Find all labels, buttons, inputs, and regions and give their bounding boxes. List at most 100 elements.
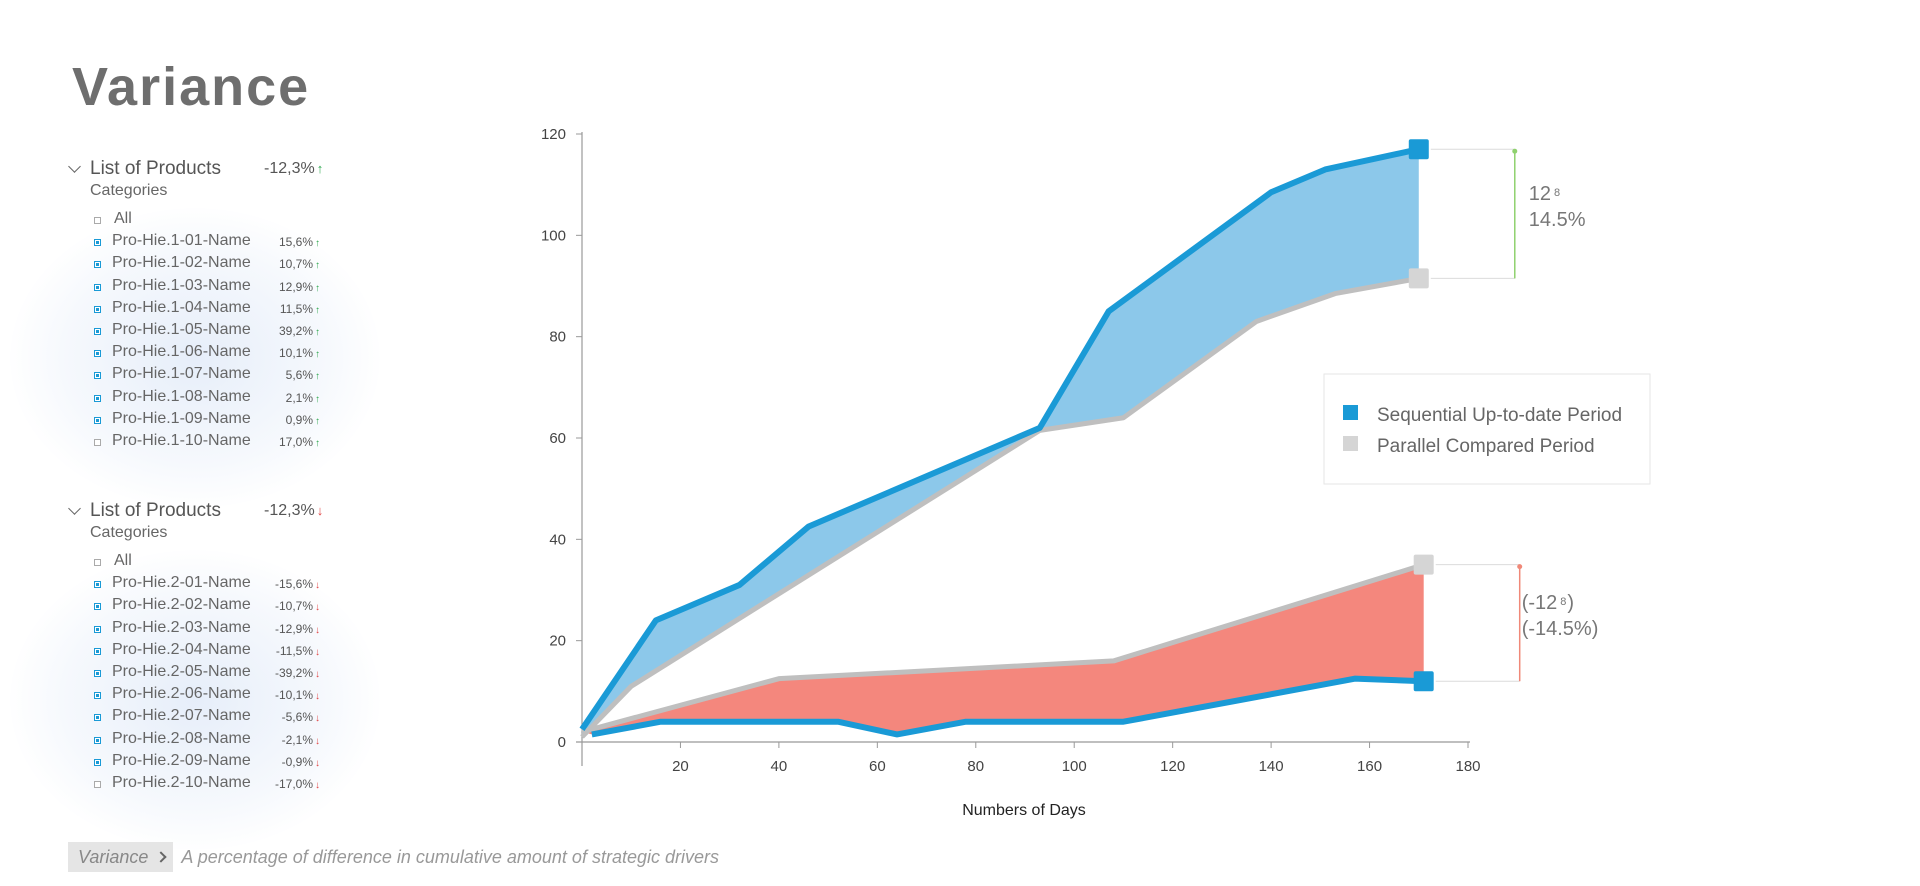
list-item[interactable]: Pro-Hie.1-06-Name 10,1% ↑ bbox=[70, 343, 360, 365]
end-marker-compared-lower bbox=[1413, 554, 1434, 575]
variance-tag[interactable]: Variance bbox=[68, 842, 174, 872]
list-item[interactable]: Pro-Hie.1-02-Name 10,7% ↑ bbox=[70, 254, 360, 276]
checkbox[interactable] bbox=[94, 780, 101, 788]
list-item-percent-value: 12,9% bbox=[278, 279, 313, 294]
list-item-label: Pro-Hie.1-09-Name bbox=[112, 409, 251, 427]
checkbox[interactable] bbox=[94, 305, 101, 313]
list-item-percent: 17,0% ↑ bbox=[279, 435, 320, 449]
list-item[interactable]: Pro-Hie.2-09-Name -0,9% ↓ bbox=[70, 752, 360, 774]
product-list-panel-negative: List of Products -12,3% ↓ Categories All P… bbox=[10, 500, 380, 850]
list-item-percent-value: -11,5% bbox=[275, 643, 313, 658]
list-item[interactable]: Pro-Hie.2-10-Name -17,0% ↓ bbox=[70, 774, 360, 796]
annotation-close: ) bbox=[1567, 592, 1574, 614]
chevron-down-icon[interactable] bbox=[68, 502, 81, 515]
checkbox[interactable] bbox=[94, 714, 101, 722]
list-item-percent-value: 15,6% bbox=[278, 235, 313, 250]
panel-glow bbox=[10, 208, 380, 508]
list-item[interactable]: Pro-Hie.1-01-Name 15,6% ↑ bbox=[70, 232, 360, 254]
list-item-percent-value: 2,1% bbox=[285, 390, 313, 405]
list-item[interactable]: Pro-Hie.1-10-Name 17,0% ↑ bbox=[70, 432, 360, 454]
list-item-percent: 15,6% ↑ bbox=[279, 235, 320, 249]
checkbox[interactable] bbox=[94, 239, 101, 247]
annotation-value: (-12 8) bbox=[1522, 592, 1574, 614]
list-item-label: Pro-Hie.2-09-Name bbox=[112, 751, 251, 769]
arrow-down-icon: ↓ bbox=[315, 757, 320, 769]
checkbox[interactable] bbox=[94, 217, 101, 224]
series-line-compared-upper bbox=[580, 275, 1420, 739]
checkbox[interactable] bbox=[94, 625, 101, 633]
checkbox[interactable] bbox=[94, 350, 101, 358]
list-item-percent: -17,0% ↓ bbox=[275, 777, 320, 791]
list-item[interactable]: Pro-Hie.1-05-Name 39,2% ↑ bbox=[70, 321, 360, 343]
checkbox[interactable] bbox=[94, 283, 101, 291]
y-tick-label: 100 bbox=[541, 227, 566, 244]
list-item-percent: -10,1% ↓ bbox=[275, 688, 320, 702]
checkbox[interactable] bbox=[94, 327, 101, 335]
list-item[interactable]: Pro-Hie.2-01-Name -15,6% ↓ bbox=[70, 574, 360, 596]
list-item[interactable]: Pro-Hie.1-08-Name 2,1% ↑ bbox=[70, 388, 360, 410]
list-item-percent: -10,7% ↓ bbox=[275, 599, 320, 613]
list-item-all[interactable]: All bbox=[70, 552, 360, 574]
list-item-percent-value: 39,2% bbox=[278, 323, 313, 338]
series-line-current-upper bbox=[579, 146, 1420, 732]
x-tick-label: 60 bbox=[869, 758, 886, 775]
list-item-percent: -12,9% ↓ bbox=[275, 622, 320, 636]
arrow-up-icon: ↑ bbox=[315, 371, 320, 383]
list-item[interactable]: Pro-Hie.2-02-Name -10,7% ↓ bbox=[70, 596, 360, 618]
footer-caption: Variance A percentage of difference in c… bbox=[68, 842, 719, 872]
checkbox[interactable] bbox=[94, 372, 101, 380]
list-item-percent: -15,6% ↓ bbox=[275, 577, 320, 591]
checkbox[interactable] bbox=[94, 603, 101, 611]
negative-variance-area bbox=[582, 564, 1424, 735]
page-title: Variance bbox=[72, 57, 311, 117]
x-tick-label: 20 bbox=[672, 758, 689, 775]
arrow-down-icon: ↓ bbox=[315, 602, 320, 614]
checkbox[interactable] bbox=[94, 261, 101, 269]
checkbox[interactable] bbox=[94, 438, 101, 446]
list-item-all[interactable]: All bbox=[70, 210, 360, 232]
chevron-down-icon[interactable] bbox=[68, 160, 81, 173]
list-item[interactable]: Pro-Hie.1-07-Name 5,6% ↑ bbox=[70, 365, 360, 387]
end-marker-current-upper bbox=[1408, 139, 1429, 160]
list-item-label: Pro-Hie.2-01-Name bbox=[112, 574, 251, 592]
panel-header[interactable]: List of Products -12,3% ↓ bbox=[68, 500, 360, 526]
list-item[interactable]: Pro-Hie.1-03-Name 12,9% ↑ bbox=[70, 277, 360, 299]
list-item[interactable]: Pro-Hie.1-04-Name 11,5% ↑ bbox=[70, 299, 360, 321]
list-item-percent-value: 10,7% bbox=[278, 257, 313, 272]
category-list: All Pro-Hie.1-01-Name 15,6% ↑ Pro-Hie.1-02-N… bbox=[70, 210, 360, 454]
arrow-down-icon: ↓ bbox=[315, 735, 320, 747]
y-tick-label: 20 bbox=[549, 633, 566, 650]
checkbox[interactable] bbox=[94, 758, 101, 766]
checkbox[interactable] bbox=[94, 669, 101, 677]
list-item-label: Pro-Hie.1-08-Name bbox=[112, 387, 251, 405]
chevron-right-icon bbox=[155, 851, 168, 863]
list-item[interactable]: Pro-Hie.2-04-Name -11,5% ↓ bbox=[70, 641, 360, 663]
panel-title: List of Products bbox=[90, 158, 221, 179]
list-item-percent-value: 0,9% bbox=[285, 412, 313, 427]
checkbox[interactable] bbox=[94, 416, 101, 424]
bracket-dot bbox=[1517, 564, 1523, 570]
checkbox[interactable] bbox=[94, 581, 101, 589]
list-item[interactable]: Pro-Hie.2-06-Name -10,1% ↓ bbox=[70, 685, 360, 707]
checkbox[interactable] bbox=[94, 736, 101, 744]
list-item[interactable]: Pro-Hie.2-07-Name -5,6% ↓ bbox=[70, 707, 360, 729]
end-marker-current-lower bbox=[1413, 671, 1434, 692]
list-item-percent: -2,1% ↓ bbox=[282, 733, 320, 747]
panel-header[interactable]: List of Products -12,3% ↑ bbox=[68, 158, 360, 184]
list-item[interactable]: Pro-Hie.2-05-Name -39,2% ↓ bbox=[70, 663, 360, 685]
list-item[interactable]: Pro-Hie.2-08-Name -2,1% ↓ bbox=[70, 730, 360, 752]
list-item-percent-value: -10,1% bbox=[274, 688, 313, 703]
list-item[interactable]: Pro-Hie.2-03-Name -12,9% ↓ bbox=[70, 619, 360, 641]
checkbox[interactable] bbox=[94, 394, 101, 402]
y-tick-label: 60 bbox=[549, 430, 566, 447]
legend-swatch-current bbox=[1343, 405, 1358, 420]
x-tick-label: 40 bbox=[771, 758, 788, 775]
checkbox[interactable] bbox=[94, 559, 101, 566]
checkbox[interactable] bbox=[94, 647, 101, 655]
footer-description: A percentage of difference in cumulative… bbox=[181, 846, 719, 867]
y-tick-label: 120 bbox=[541, 126, 566, 143]
arrow-down-icon: ↓ bbox=[315, 646, 320, 658]
arrow-down-icon: ↓ bbox=[315, 691, 320, 703]
list-item[interactable]: Pro-Hie.1-09-Name 0,9% ↑ bbox=[70, 410, 360, 432]
checkbox[interactable] bbox=[94, 692, 101, 700]
